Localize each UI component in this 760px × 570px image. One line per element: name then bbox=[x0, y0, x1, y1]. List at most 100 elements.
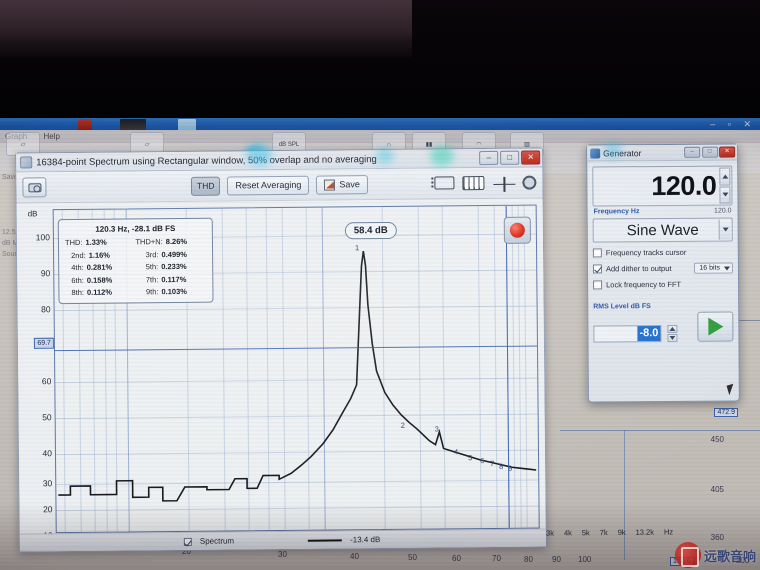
thd-value: 1.16% bbox=[88, 250, 111, 260]
play-button[interactable] bbox=[697, 311, 734, 342]
waveform-select[interactable]: Sine Wave bbox=[592, 217, 733, 243]
wall-shadow bbox=[0, 40, 412, 58]
harmonic-marker-5: 5 bbox=[467, 453, 473, 463]
frequency-up-button[interactable] bbox=[719, 167, 731, 186]
save-icon bbox=[324, 178, 336, 191]
option-label: Lock frequency to FFT bbox=[606, 279, 682, 290]
thd-readout-panel: 120.3 Hz, -28.1 dB FS THD: 1.33% THD+N: 8.… bbox=[57, 217, 214, 305]
spectrum-checkbox[interactable] bbox=[183, 537, 192, 546]
os-window-controls[interactable]: – ▫ ✕ bbox=[710, 119, 756, 129]
reset-averaging-button[interactable]: Reset Averaging bbox=[227, 175, 310, 196]
bar-view-icon[interactable] bbox=[462, 176, 485, 191]
close-button[interactable]: ✕ bbox=[521, 150, 541, 165]
camera-icon[interactable] bbox=[22, 177, 47, 198]
generator-window-buttons[interactable]: – □ ✕ bbox=[684, 145, 736, 158]
checkbox[interactable] bbox=[593, 280, 603, 290]
watermark-text: 远歌音响 bbox=[703, 548, 756, 564]
wall-background bbox=[0, 0, 412, 46]
bg-xtick-70: 70 bbox=[492, 554, 501, 563]
play-icon bbox=[707, 317, 723, 336]
thd-value: 8.26% bbox=[165, 236, 188, 247]
harmonic-marker-7: 7 bbox=[490, 458, 495, 468]
generator-close-button[interactable]: ✕ bbox=[719, 145, 736, 158]
y-cursor-value[interactable]: 69.7 bbox=[34, 337, 54, 349]
option-add-dither[interactable]: Add dither to output 16 bits bbox=[592, 262, 734, 275]
ytick-80: 80 bbox=[41, 304, 51, 315]
os-titlebar: – ▫ ✕ bbox=[0, 118, 760, 132]
checkbox[interactable] bbox=[592, 248, 602, 258]
gear-icon[interactable] bbox=[522, 175, 537, 190]
rms-level-label: RMS Level dB FS bbox=[593, 303, 651, 311]
record-icon bbox=[509, 222, 525, 238]
menu-help[interactable]: Help bbox=[43, 132, 60, 141]
bg-frag-sound: Sound bbox=[2, 251, 23, 258]
thd-row: 8th: 0.112% 9th: 0.103% bbox=[65, 287, 206, 297]
legend-db-value: -13.4 dB bbox=[350, 535, 381, 545]
thd-key: 9th: bbox=[145, 287, 159, 297]
spectrum-plot-area: dB 100 90 80 69.7 60 50 40 30 20 10 bbox=[16, 198, 546, 552]
legend-line-swatch bbox=[308, 538, 343, 542]
generator-titlebar: Generator – □ ✕ bbox=[587, 144, 738, 162]
frequency-value[interactable]: 120.0 bbox=[651, 170, 717, 201]
maximize-button[interactable]: □ bbox=[500, 150, 520, 165]
bg-ytick-450: 450 bbox=[710, 435, 724, 444]
rms-up-button[interactable] bbox=[667, 324, 678, 333]
thd-button[interactable]: THD bbox=[190, 176, 221, 196]
generator-maximize-button[interactable]: □ bbox=[701, 146, 718, 158]
thd-key: 4th: bbox=[71, 262, 84, 273]
thd-value: 0.499% bbox=[161, 249, 187, 259]
rms-stepper[interactable] bbox=[667, 324, 678, 342]
thd-value: 0.103% bbox=[161, 286, 187, 297]
dither-bits-value: 16 bits bbox=[699, 264, 720, 272]
x-axis-upper-ticks: 3k 4k 5k 7k 9k 13.2k Hz bbox=[546, 527, 673, 537]
taskbar-icon-3[interactable] bbox=[178, 119, 196, 131]
rms-down-button[interactable] bbox=[667, 333, 678, 342]
record-button[interactable] bbox=[503, 216, 531, 244]
thd-key: 6th: bbox=[71, 275, 84, 285]
thd-key: THD: bbox=[64, 237, 83, 248]
plot-canvas[interactable]: 1 2 3 4 5 6 7 8 9 bbox=[52, 204, 540, 534]
db-level-badge: 58.4 dB bbox=[344, 221, 397, 240]
spectrum-toolbar: THD Reset Averaging Save bbox=[16, 167, 543, 204]
option-frequency-tracks-cursor[interactable]: Frequency tracks cursor bbox=[592, 248, 733, 258]
thd-value: 0.158% bbox=[86, 275, 113, 285]
thd-value: 0.233% bbox=[161, 261, 187, 272]
generator-window: Generator – □ ✕ 120.0 Frequency Hz bbox=[586, 143, 740, 403]
frequency-display[interactable]: 120.0 bbox=[592, 165, 733, 207]
bg-frag-12-5: 12.5 bbox=[2, 229, 16, 236]
taskbar-icon-1[interactable] bbox=[78, 119, 92, 131]
bg-xtick-20: 20 bbox=[182, 547, 191, 556]
rms-level-value[interactable]: -8.0 bbox=[637, 326, 661, 342]
spectrum-window-title: 16384-point Spectrum using Rectangular w… bbox=[36, 153, 377, 168]
bg-xtick-80: 80 bbox=[524, 555, 533, 564]
spectrum-app-icon bbox=[20, 156, 33, 169]
bg-y-cursor-value[interactable]: 472.9 bbox=[714, 408, 738, 417]
ytick-100: 100 bbox=[35, 232, 50, 243]
generator-title: Generator bbox=[603, 147, 642, 158]
save-button[interactable]: Save bbox=[316, 174, 368, 195]
bg-frag-save: Save bbox=[2, 174, 18, 181]
spectrum-window-buttons[interactable]: – □ ✕ bbox=[479, 150, 541, 166]
y-axis: dB 100 90 80 69.7 60 50 40 30 20 10 bbox=[17, 203, 56, 540]
seal-icon bbox=[674, 542, 701, 568]
generator-minimize-button[interactable]: – bbox=[684, 146, 701, 158]
harmonic-marker-3: 3 bbox=[434, 424, 439, 434]
frequency-down-button[interactable] bbox=[719, 186, 731, 204]
thd-key: 8th: bbox=[71, 287, 84, 298]
spectrum-statusbar: Spectrum -13.4 dB bbox=[19, 528, 546, 552]
crosshair-icon[interactable] bbox=[492, 175, 514, 190]
ytick-30: 30 bbox=[42, 478, 53, 489]
dither-bits-select[interactable]: 16 bits bbox=[694, 262, 734, 274]
checkbox[interactable] bbox=[592, 264, 603, 274]
save-button-label: Save bbox=[339, 178, 360, 189]
chevron-down-icon[interactable] bbox=[718, 219, 731, 240]
rms-level-field[interactable]: -8.0 bbox=[593, 325, 662, 343]
frequency-stepper[interactable] bbox=[719, 167, 731, 204]
x-axis-unit: Hz bbox=[663, 527, 674, 537]
minimize-button[interactable]: – bbox=[479, 150, 499, 166]
background-cursor-line-h bbox=[560, 430, 760, 431]
option-lock-frequency-to-fft[interactable]: Lock frequency to FFT bbox=[593, 280, 733, 290]
screen-layout-icon[interactable] bbox=[432, 175, 455, 192]
taskbar-icon-2[interactable] bbox=[120, 119, 146, 131]
